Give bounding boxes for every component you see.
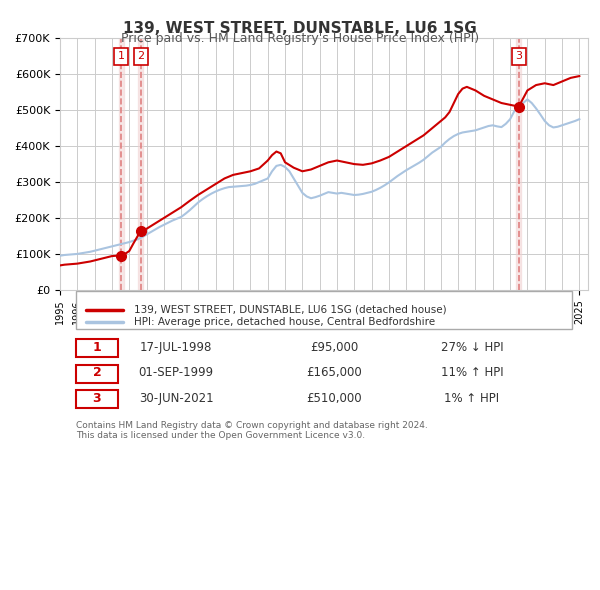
Text: 30-JUN-2021: 30-JUN-2021 (139, 392, 214, 405)
Text: 1% ↑ HPI: 1% ↑ HPI (444, 392, 499, 405)
Text: 2: 2 (92, 366, 101, 379)
FancyBboxPatch shape (76, 390, 118, 408)
FancyBboxPatch shape (76, 365, 118, 383)
Text: 17-JUL-1998: 17-JUL-1998 (140, 341, 212, 354)
Text: 27% ↓ HPI: 27% ↓ HPI (440, 341, 503, 354)
Text: £510,000: £510,000 (307, 392, 362, 405)
Text: 01-SEP-1999: 01-SEP-1999 (139, 366, 214, 379)
Text: 2: 2 (137, 51, 145, 61)
Text: 3: 3 (515, 51, 522, 61)
Text: 1: 1 (118, 51, 125, 61)
Bar (138, 38, 143, 290)
Text: £165,000: £165,000 (307, 366, 362, 379)
Text: 139, WEST STREET, DUNSTABLE, LU6 1SG: 139, WEST STREET, DUNSTABLE, LU6 1SG (123, 21, 477, 35)
Text: HPI: Average price, detached house, Central Bedfordshire: HPI: Average price, detached house, Cent… (134, 317, 435, 327)
Text: Contains HM Land Registry data © Crown copyright and database right 2024.
This d: Contains HM Land Registry data © Crown c… (76, 421, 428, 440)
FancyBboxPatch shape (76, 339, 118, 358)
Bar (516, 38, 521, 290)
Text: 3: 3 (92, 392, 101, 405)
Text: £95,000: £95,000 (310, 341, 359, 354)
Text: 1: 1 (92, 341, 101, 354)
FancyBboxPatch shape (76, 291, 572, 329)
Text: 139, WEST STREET, DUNSTABLE, LU6 1SG (detached house): 139, WEST STREET, DUNSTABLE, LU6 1SG (de… (134, 304, 446, 314)
Text: 11% ↑ HPI: 11% ↑ HPI (440, 366, 503, 379)
Bar (119, 38, 124, 290)
Text: Price paid vs. HM Land Registry's House Price Index (HPI): Price paid vs. HM Land Registry's House … (121, 32, 479, 45)
